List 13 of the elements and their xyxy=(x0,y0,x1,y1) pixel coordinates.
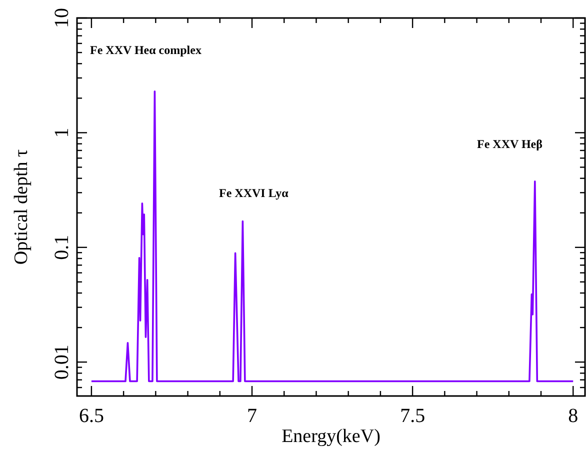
y-axis-title: Optical depth τ xyxy=(11,149,32,265)
annotation: Fe XXV Heβ xyxy=(477,137,542,151)
x-axis-title: Energy(keV) xyxy=(282,426,380,447)
y-tick-label: 0.1 xyxy=(51,234,73,260)
y-tick-label: 10 xyxy=(51,8,73,28)
y-tick-label: 1 xyxy=(51,128,73,138)
x-tick-label: 7.5 xyxy=(400,405,426,427)
annotation: Fe XXV Heα complex xyxy=(90,43,202,57)
annotation: Fe XXVI Lyα xyxy=(219,186,289,200)
x-tick-label: 6.5 xyxy=(78,405,104,427)
x-tick-label: 8 xyxy=(568,405,578,427)
x-tick-label: 7 xyxy=(247,405,258,427)
y-tick-label: 0.01 xyxy=(51,344,73,380)
